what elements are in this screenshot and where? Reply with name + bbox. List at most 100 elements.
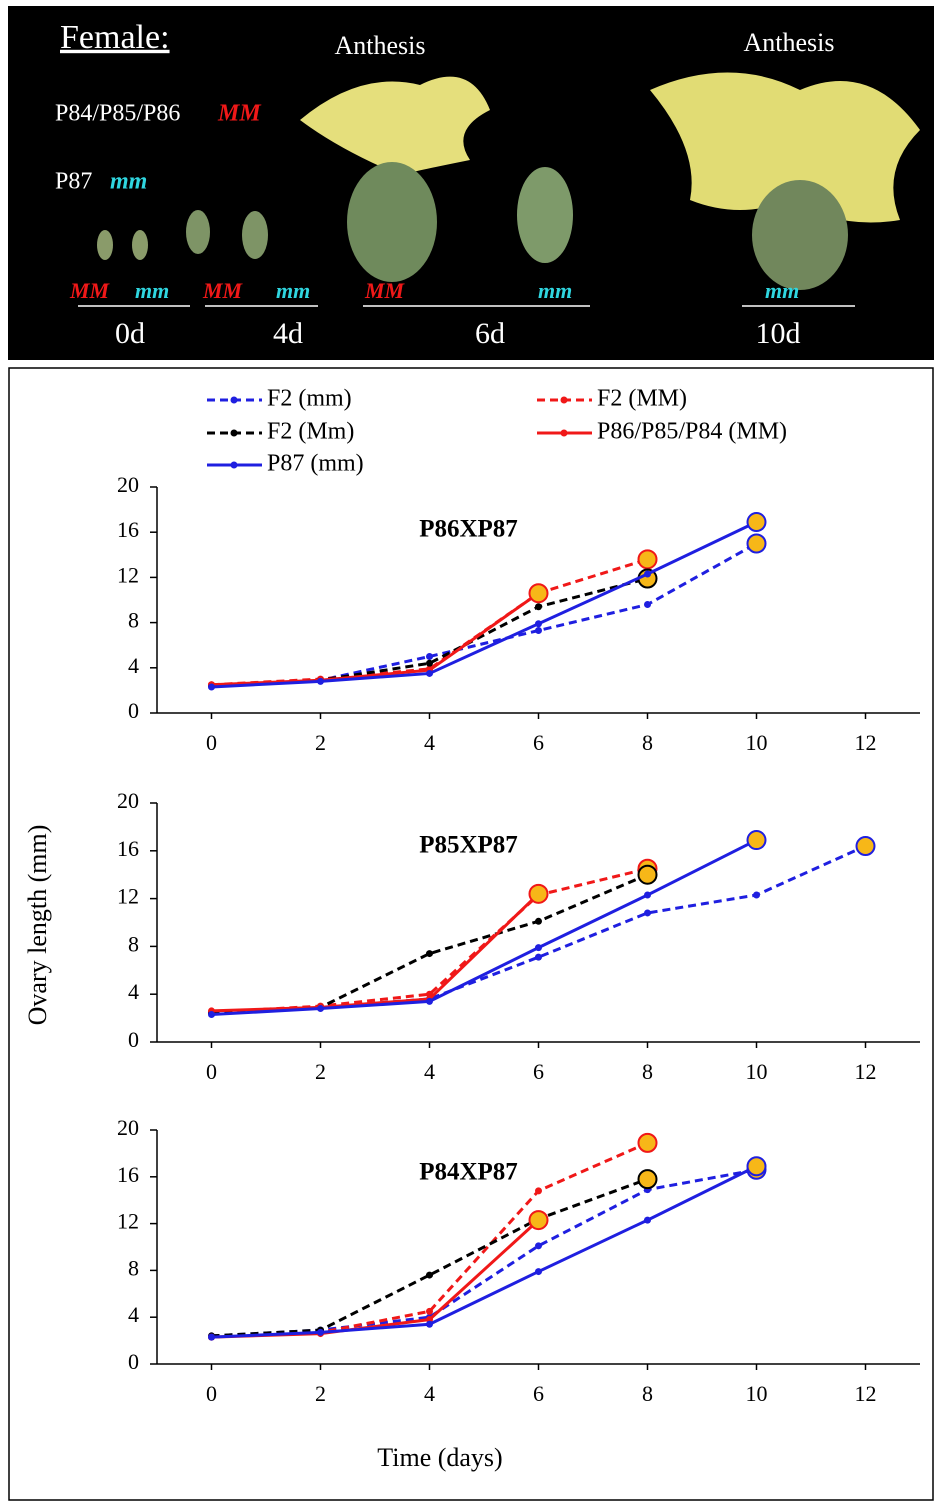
point [317,677,324,685]
sample-label: mm [135,278,169,303]
chart-title: P85XP87 [419,832,518,859]
end-marker [637,549,658,570]
x-tick-label: 12 [855,730,877,755]
end-marker [746,512,767,533]
series-line [211,1177,649,1338]
point [535,917,542,925]
end-marker [637,864,658,885]
x-tick-label: 4 [424,1381,435,1406]
sample-label: mm [538,278,572,303]
day-label: 6d [475,317,505,350]
legend-marker [560,396,568,404]
y-tick-label: 0 [128,1027,139,1052]
sample-label: mm [765,278,799,303]
x-tick-label: 4 [424,730,435,755]
y-tick-label: 4 [128,1302,139,1327]
x-tick-label: 8 [642,1381,653,1406]
legend-marker [230,396,238,404]
point [644,601,651,609]
y-tick-label: 8 [128,931,139,956]
point [535,1187,542,1195]
point [426,997,433,1005]
day-label: 4d [273,317,303,350]
anthesis-label: Anthesis [744,28,835,57]
series-line [211,542,758,688]
y-tick-label: 0 [128,698,139,723]
day-label: 10d [756,317,801,350]
chart-title: P86XP87 [419,516,518,543]
end-marker [637,1169,658,1190]
end-marker [746,830,767,851]
y-tick-label: 12 [117,562,139,587]
end-marker [855,836,876,857]
legend-marker [230,461,238,469]
y-tick-label: 8 [128,1255,139,1280]
x-tick-label: 8 [642,1059,653,1084]
key-lines: P87 [55,169,92,195]
point [535,1268,542,1276]
point [426,653,433,660]
end-marker [528,1210,549,1231]
series-line [211,838,758,1017]
x-tick-label: 2 [315,730,326,755]
x-tick-label: 6 [533,730,544,755]
y-tick-label: 20 [117,1115,139,1140]
x-tick-label: 6 [533,1059,544,1084]
end-marker [746,533,767,554]
end-marker [528,583,549,604]
legend-label: P86/P85/P84 (MM) [597,419,787,445]
legend-label: P87 (mm) [267,451,364,477]
chart-frame [8,367,934,1501]
y-tick-label: 4 [128,979,139,1004]
x-tick-label: 6 [533,1381,544,1406]
flowers [97,72,920,290]
point [535,627,542,635]
key-genotype: MM [217,101,262,127]
legend-label: F2 (mm) [267,386,352,412]
x-tick-label: 0 [206,1059,217,1084]
end-marker [528,883,549,904]
y-axis-label: Ovary length (mm) [23,825,52,1026]
point [208,683,215,691]
key-genotype: mm [110,169,147,195]
point [426,1271,433,1279]
series-line [211,591,540,687]
x-tick-label: 12 [855,1381,877,1406]
y-tick-label: 16 [117,836,139,861]
sample-label: MM [364,278,406,303]
x-tick-label: 10 [746,1059,768,1084]
point [644,570,651,578]
point [535,1242,542,1250]
anthesis-label: Anthesis [335,31,426,60]
x-axis-label: Time (days) [377,1443,502,1472]
end-marker [746,1156,767,1177]
y-tick-label: 20 [117,472,139,497]
y-tick-label: 8 [128,608,139,633]
x-tick-label: 2 [315,1381,326,1406]
series-line [211,520,758,689]
y-tick-label: 12 [117,1209,139,1234]
x-tick-label: 8 [642,730,653,755]
x-tick-label: 10 [746,1381,768,1406]
panel-title: Female: [60,19,170,56]
point [535,953,542,961]
y-tick-label: 20 [117,788,139,813]
sample-label: mm [276,278,310,303]
x-tick-label: 0 [206,1381,217,1406]
x-tick-label: 12 [855,1059,877,1084]
point [535,603,542,611]
y-tick-label: 4 [128,653,139,678]
sample-label: MM [69,278,111,303]
point [535,944,542,952]
x-tick-label: 4 [424,1059,435,1084]
x-tick-label: 0 [206,730,217,755]
legend-label: F2 (MM) [597,386,687,412]
point [535,620,542,628]
series-line [211,1164,758,1339]
end-marker [637,1132,658,1153]
point [426,669,433,677]
point [644,891,651,899]
point [753,891,760,899]
